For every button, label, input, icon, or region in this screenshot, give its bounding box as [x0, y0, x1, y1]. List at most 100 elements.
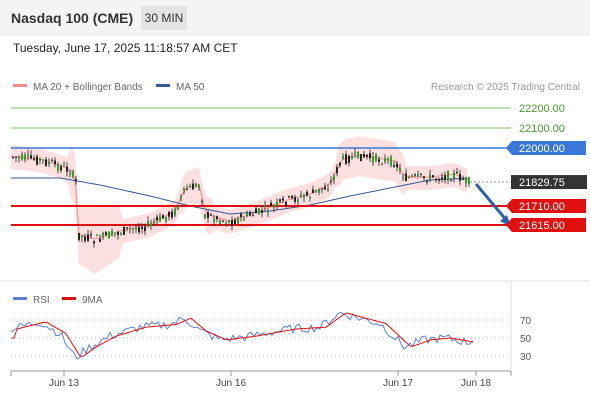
- candle-body: [165, 216, 167, 222]
- candle-body: [147, 221, 149, 225]
- candle-body: [423, 176, 425, 179]
- candle-body: [462, 178, 464, 180]
- candle-body: [162, 215, 164, 219]
- candle-body: [408, 177, 410, 179]
- candle-body: [429, 174, 431, 180]
- x-tick-label: Jun 13: [49, 378, 79, 389]
- x-tick-label: Jun 18: [461, 378, 491, 389]
- candle-body: [102, 232, 104, 238]
- candle-body: [405, 173, 407, 181]
- candle-body: [279, 199, 281, 202]
- rsi-ma-legend-label: 9MA: [82, 295, 103, 306]
- rsi-tick-label: 50: [520, 334, 532, 345]
- bollinger-fill: [11, 136, 467, 274]
- candle-body: [258, 208, 260, 214]
- candle-body: [456, 172, 458, 174]
- candle-body: [447, 170, 449, 181]
- candle-body: [321, 188, 323, 190]
- candle-body: [213, 218, 215, 222]
- candle-body: [159, 216, 161, 222]
- candle-body: [312, 189, 314, 194]
- candle-body: [276, 201, 278, 207]
- candle-body: [252, 215, 254, 217]
- candle-body: [354, 152, 356, 154]
- candle-body: [45, 159, 47, 166]
- forecast-arrow: [474, 183, 510, 223]
- candle-body: [402, 177, 404, 179]
- candle-body: [390, 156, 392, 166]
- candle-body: [210, 214, 212, 216]
- candle-body: [378, 159, 380, 162]
- resistance-label: 22100.00: [519, 123, 565, 135]
- candle-body: [231, 220, 233, 226]
- candle-body: [465, 177, 467, 184]
- candle-body: [444, 175, 446, 180]
- candle-body: [366, 154, 368, 157]
- candle-body: [195, 184, 197, 187]
- candle-body: [375, 153, 377, 161]
- candle-body: [27, 154, 29, 156]
- candle-body: [297, 199, 299, 202]
- candle-body: [60, 166, 62, 171]
- x-tick-label: Jun 17: [383, 378, 413, 389]
- candle-body: [171, 211, 173, 218]
- candle-body: [459, 173, 461, 182]
- candle-body: [111, 230, 113, 236]
- candle-body: [282, 198, 284, 201]
- candle-body: [333, 175, 335, 181]
- credit-text: Research © 2025 Trading Central: [431, 82, 580, 93]
- rsi-ma-line: [11, 312, 474, 357]
- ma50-legend-swatch: [156, 84, 170, 87]
- candle-body: [18, 156, 20, 159]
- candle-body: [54, 160, 56, 165]
- candle-body: [357, 151, 359, 158]
- candle-body: [342, 155, 344, 159]
- candle-body: [33, 158, 35, 160]
- candle-body: [288, 196, 290, 198]
- candle-body: [123, 226, 125, 235]
- rsi-legend-label: RSI: [33, 295, 50, 306]
- candle-body: [261, 210, 263, 213]
- candle-body: [69, 173, 71, 175]
- candle-body: [96, 234, 98, 237]
- candle-body: [204, 214, 206, 219]
- candle-body: [306, 191, 308, 196]
- candle-body: [237, 217, 239, 224]
- instrument-title: Nasdaq 100 (CME): [11, 10, 134, 26]
- candle-body: [348, 155, 350, 163]
- candle-body: [345, 154, 347, 164]
- candle-body: [240, 213, 242, 217]
- candle-body: [372, 156, 374, 163]
- support-pill: [506, 218, 586, 232]
- candle-body: [441, 177, 443, 180]
- candle-body: [411, 175, 413, 177]
- candle-body: [42, 159, 44, 161]
- rsi-tick-label: 30: [520, 352, 532, 363]
- candle-body: [135, 228, 137, 230]
- support-label: 21710.00: [519, 201, 565, 213]
- candle-body: [414, 174, 416, 176]
- candle-body: [219, 220, 221, 224]
- timeframe-button[interactable]: 30 MIN: [141, 6, 187, 30]
- candle-body: [66, 166, 68, 172]
- pivot-label: 22000.00: [519, 143, 565, 155]
- candle-body: [225, 223, 227, 225]
- candle-body: [81, 235, 83, 238]
- candle-body: [186, 188, 188, 190]
- candle-body: [63, 165, 65, 167]
- last-price-label: 21829.75: [519, 177, 565, 189]
- candle-body: [303, 195, 305, 198]
- candle-body: [339, 162, 341, 166]
- candle-body: [30, 155, 32, 159]
- candle-body: [384, 158, 386, 163]
- candle-body: [36, 156, 38, 165]
- candle-body: [369, 153, 371, 159]
- candle-body: [330, 180, 332, 182]
- candle-body: [453, 172, 455, 178]
- candle-body: [177, 206, 179, 210]
- candle-body: [264, 205, 266, 207]
- candle-body: [201, 200, 203, 202]
- candle-body: [216, 216, 218, 220]
- candle-body: [144, 226, 146, 232]
